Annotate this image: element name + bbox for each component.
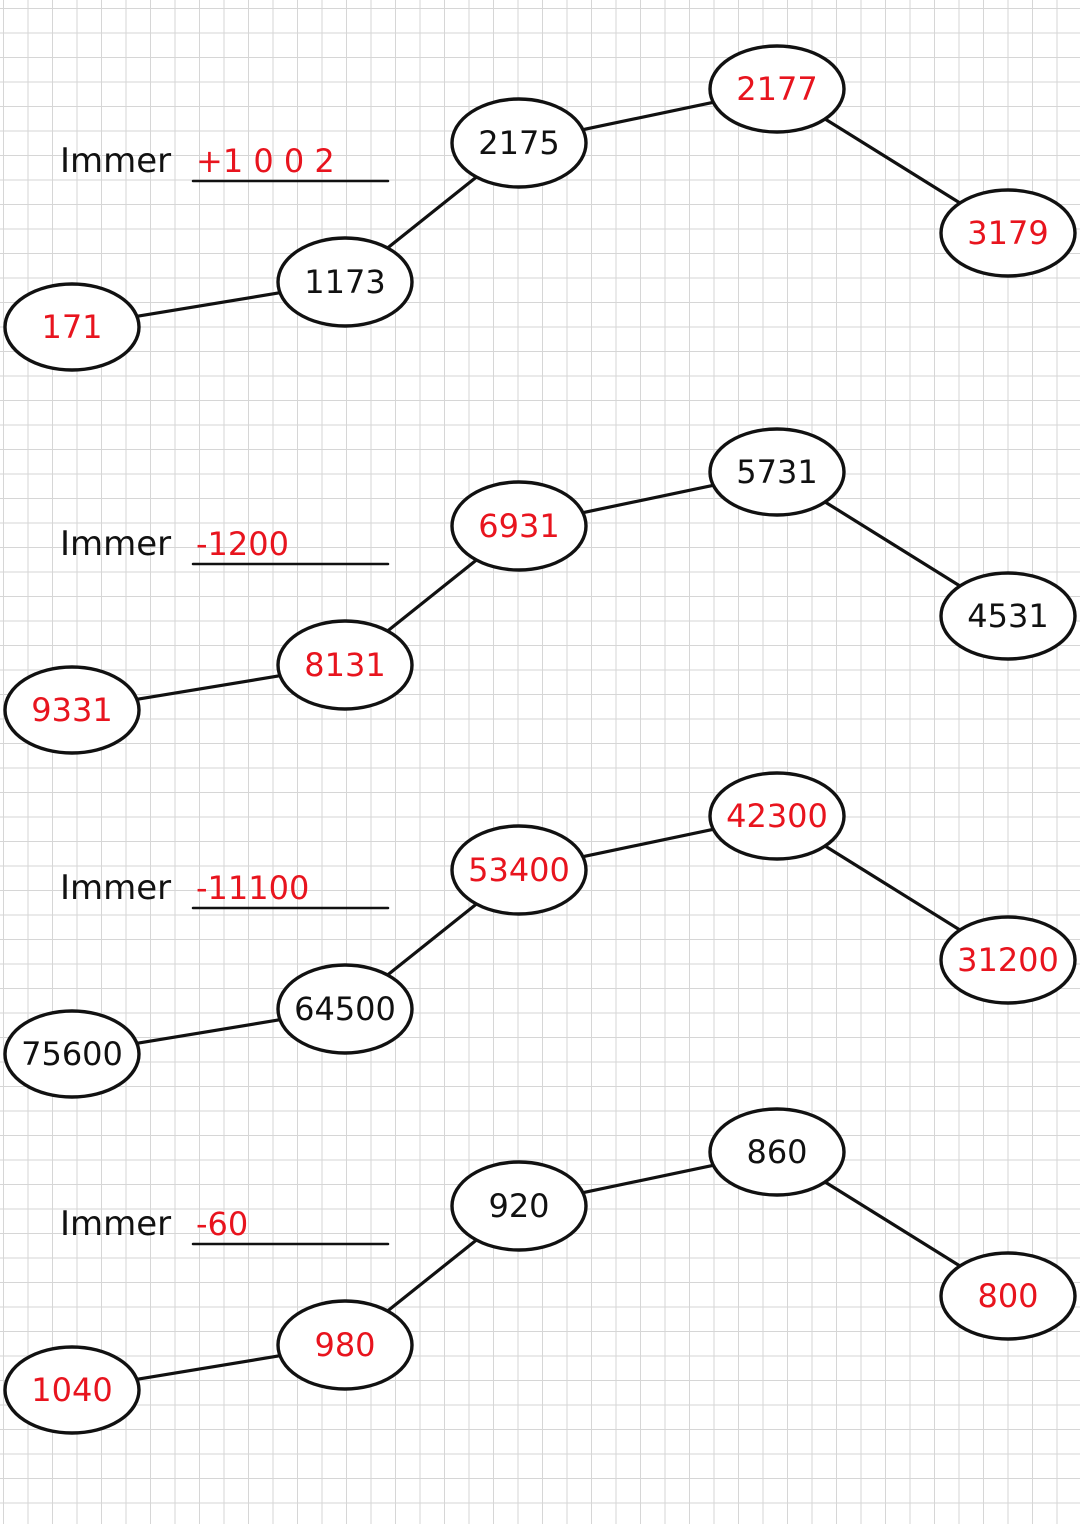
number-node xyxy=(939,571,1077,661)
sequence-group-4: Immer -60 1040 980 920 860 800 xyxy=(3,1107,1077,1435)
number-node-value: 5731 xyxy=(736,453,817,491)
number-node-value: 980 xyxy=(314,1326,375,1364)
number-node-value: 920 xyxy=(488,1187,549,1225)
number-node xyxy=(939,188,1077,278)
connector-line xyxy=(823,117,962,205)
number-node xyxy=(3,1345,141,1435)
number-node xyxy=(708,1107,846,1197)
rule-value-label: +1 0 0 2 xyxy=(196,142,335,180)
number-node-value: 8131 xyxy=(304,646,385,684)
number-node-value: 9331 xyxy=(31,691,112,729)
number-node xyxy=(708,427,846,517)
connector-line xyxy=(135,1354,282,1381)
sequence-group-2: Immer -1200 9331 8131 6931 5731 4531 xyxy=(3,427,1077,755)
rule-prefix-label: Immer xyxy=(60,524,171,564)
connector-line xyxy=(823,500,962,588)
number-node-value: 31200 xyxy=(957,941,1059,979)
number-node xyxy=(3,282,141,372)
number-node-value: 6931 xyxy=(478,507,559,545)
number-node xyxy=(450,480,588,572)
rule-prefix-label: Immer xyxy=(60,141,171,181)
number-node-value: 64500 xyxy=(294,990,396,1028)
connector-line xyxy=(135,1018,282,1045)
connector-line xyxy=(581,483,715,515)
connector-line xyxy=(385,1238,479,1313)
number-node xyxy=(276,963,414,1055)
rule-value-label: -11100 xyxy=(196,869,309,907)
connector-line xyxy=(581,1163,715,1195)
connector-line xyxy=(385,902,479,977)
number-node xyxy=(276,619,414,711)
number-node xyxy=(939,915,1077,1005)
rule-value-label: -1200 xyxy=(196,525,289,563)
number-node xyxy=(939,1251,1077,1341)
connector-line xyxy=(823,844,962,932)
number-node-value: 860 xyxy=(746,1133,807,1171)
number-node xyxy=(3,1009,141,1099)
sequence-group-1: Immer +1 0 0 2 171 1173 2175 2177 3179 xyxy=(3,44,1077,372)
number-node-value: 800 xyxy=(977,1277,1038,1315)
number-node-value: 2175 xyxy=(478,124,559,162)
number-node-value: 53400 xyxy=(468,851,570,889)
rule-value-label: -60 xyxy=(196,1205,248,1243)
number-node-value: 3179 xyxy=(967,214,1048,252)
connector-line xyxy=(135,674,282,701)
number-node-value: 1040 xyxy=(31,1371,112,1409)
number-node xyxy=(276,1299,414,1391)
connector-line xyxy=(135,291,282,318)
connector-line xyxy=(385,558,479,633)
number-node xyxy=(450,97,588,189)
connector-line xyxy=(581,100,715,132)
rule-prefix-label: Immer xyxy=(60,1204,171,1244)
number-node xyxy=(450,1160,588,1252)
number-node xyxy=(708,771,846,861)
sequence-group-3: Immer -11100 75600 64500 53400 42300 31200 xyxy=(3,771,1077,1099)
number-node-value: 75600 xyxy=(21,1035,123,1073)
connector-line xyxy=(823,1180,962,1268)
rule-prefix-label: Immer xyxy=(60,868,171,908)
number-node xyxy=(450,824,588,916)
number-node xyxy=(276,236,414,328)
connector-line xyxy=(581,827,715,859)
number-node-value: 4531 xyxy=(967,597,1048,635)
number-node-value: 42300 xyxy=(726,797,828,835)
connector-line xyxy=(385,175,479,250)
number-node-value: 171 xyxy=(41,308,102,346)
number-node xyxy=(3,665,141,755)
number-node-value: 2177 xyxy=(736,70,817,108)
number-node xyxy=(708,44,846,134)
number-node-value: 1173 xyxy=(304,263,385,301)
